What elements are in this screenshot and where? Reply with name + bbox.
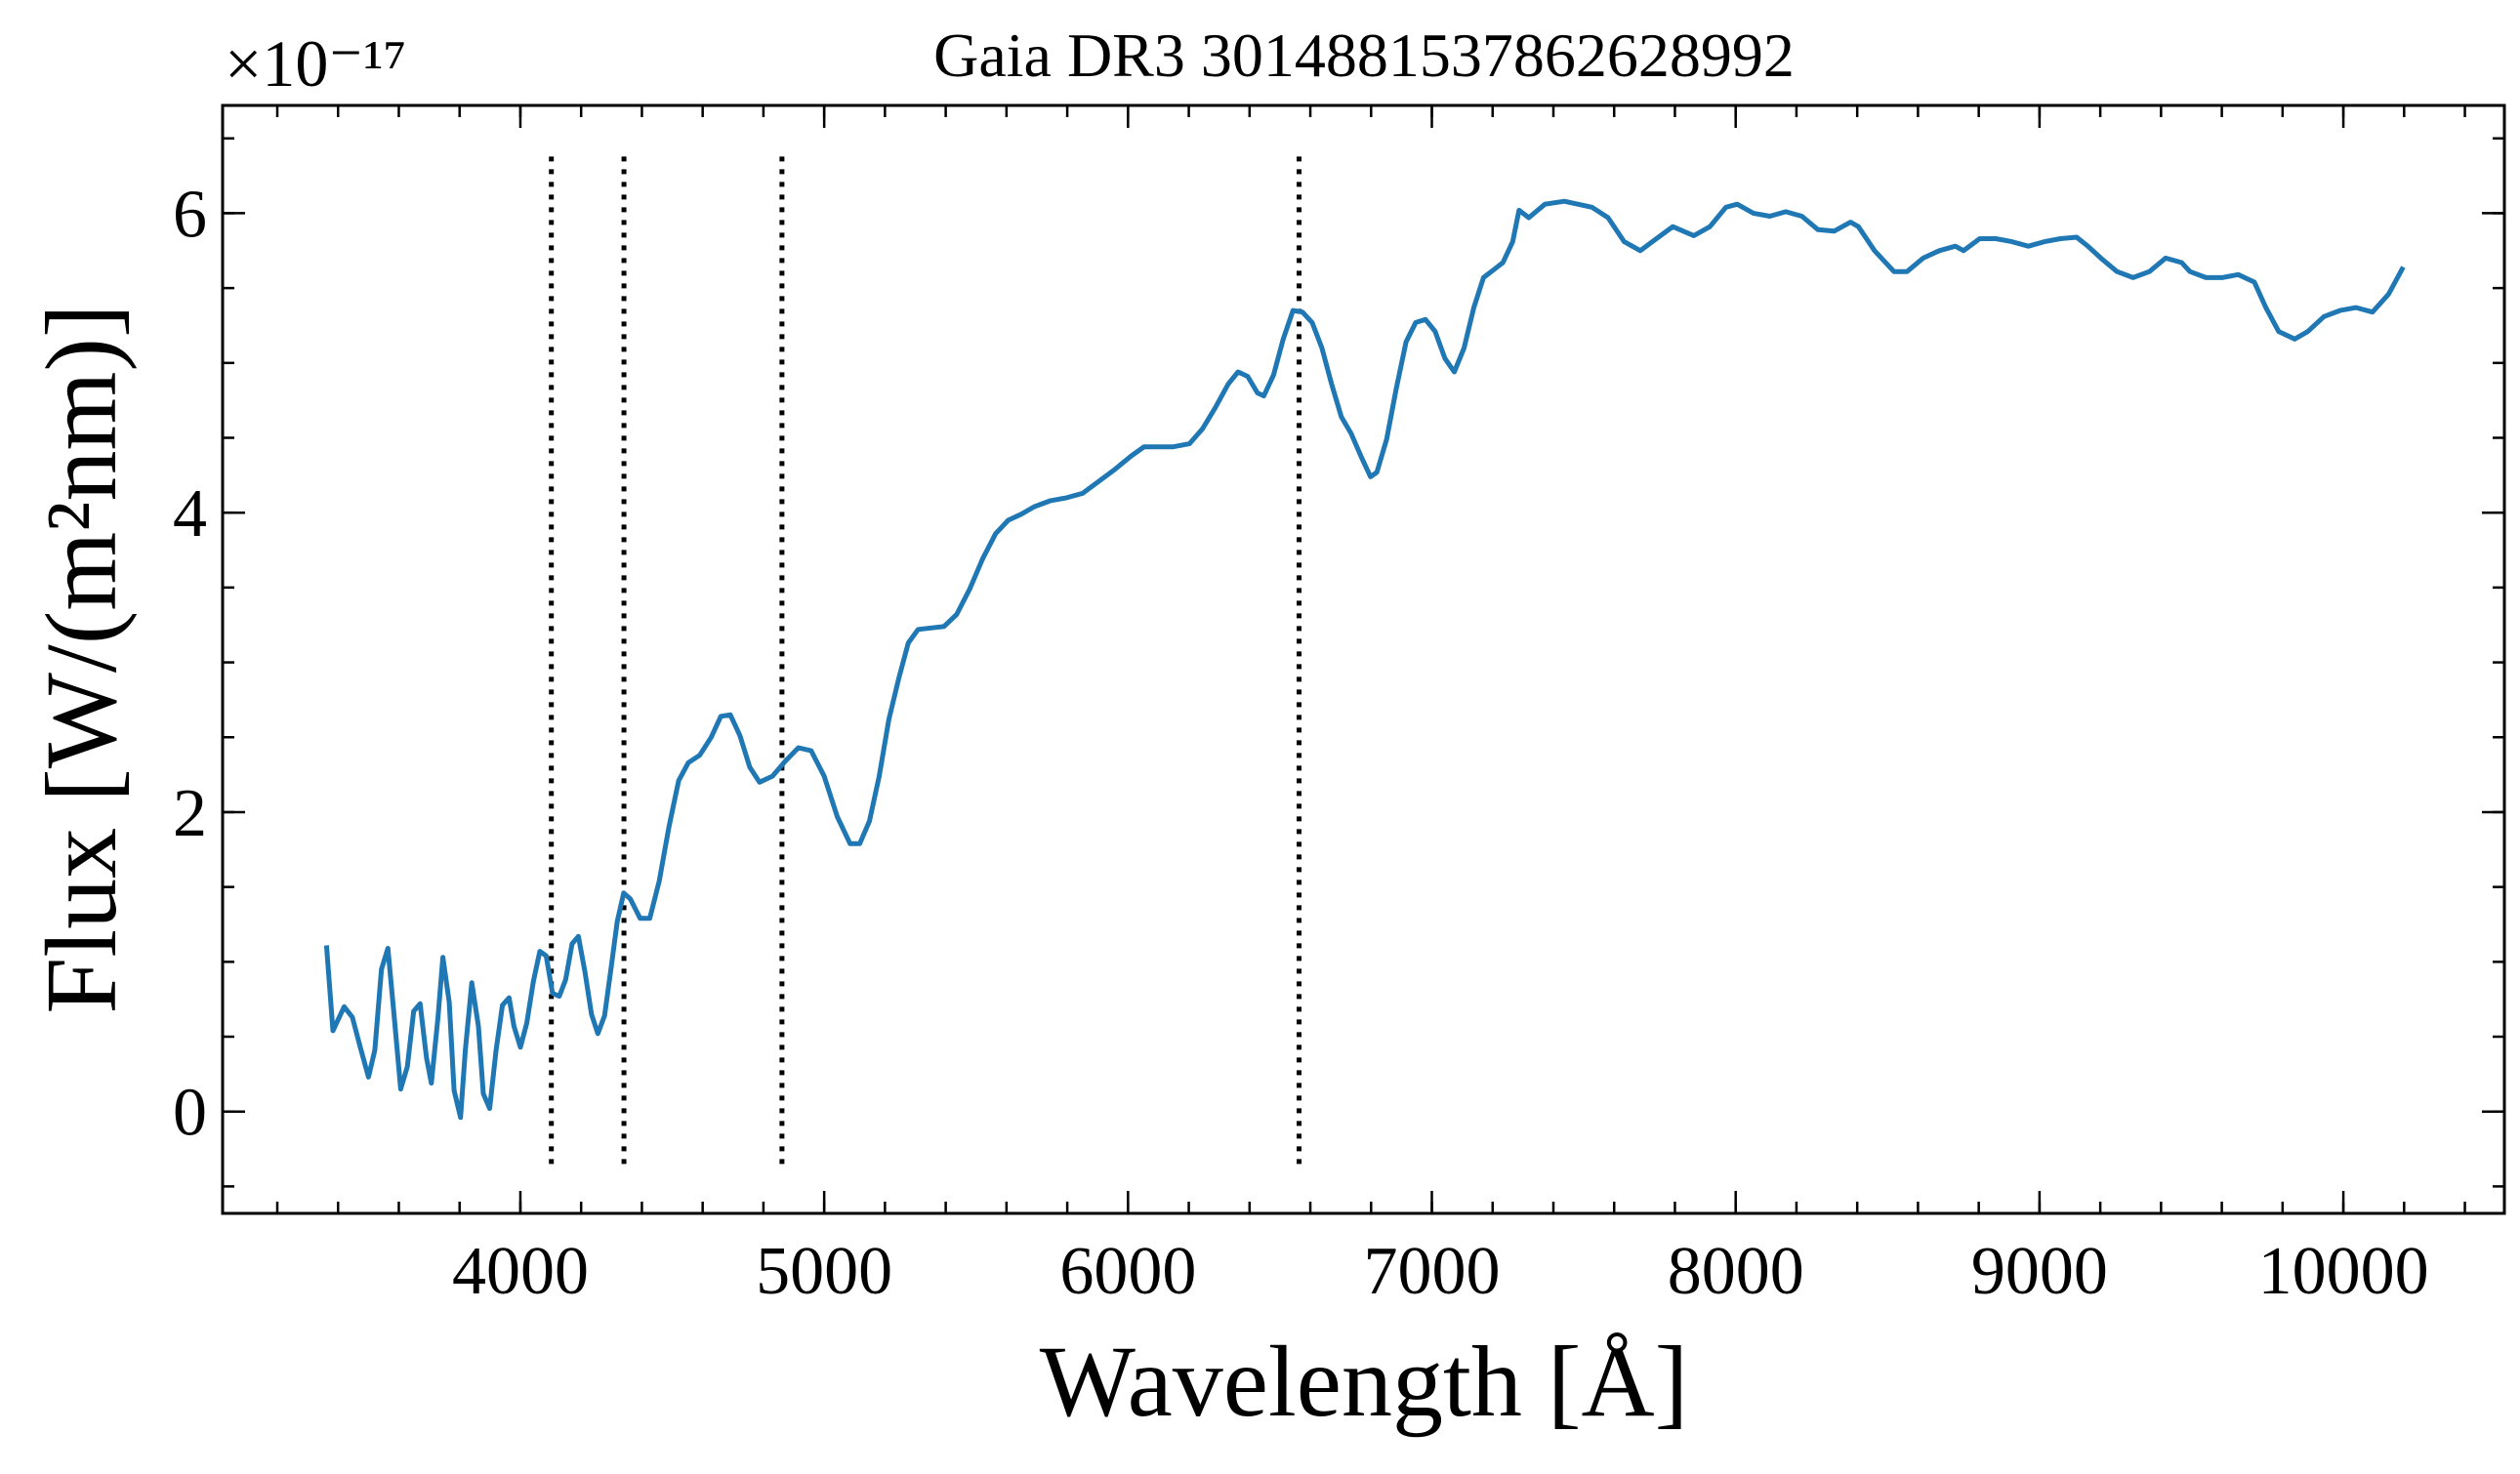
x-tick-label: 7000 [1364, 1234, 1501, 1309]
chart-title: Gaia DR3 3014881537862628992 [933, 20, 1795, 90]
y-tick-label: 0 [173, 1076, 207, 1151]
y-tick-label: 2 [173, 776, 207, 851]
x-tick-label: 10000 [2258, 1234, 2429, 1309]
y-tick-label: 6 [173, 177, 207, 252]
x-tick-label: 9000 [1971, 1234, 2108, 1309]
x-tick-label: 6000 [1059, 1234, 1196, 1309]
y-tick-label: 4 [173, 476, 207, 552]
x-tick-label: 4000 [452, 1234, 589, 1309]
spectrum-line [323, 198, 2406, 1121]
plot-frame [221, 103, 2506, 1215]
x-tick-label: 8000 [1668, 1234, 1804, 1309]
y-axis-label: Flux [W/(m²nm)] [25, 304, 138, 1013]
y-offset-label: ×10⁻¹⁷ [225, 26, 406, 101]
x-axis-label: Wavelength [Å] [1040, 1326, 1688, 1438]
x-tick-label: 5000 [756, 1234, 892, 1309]
